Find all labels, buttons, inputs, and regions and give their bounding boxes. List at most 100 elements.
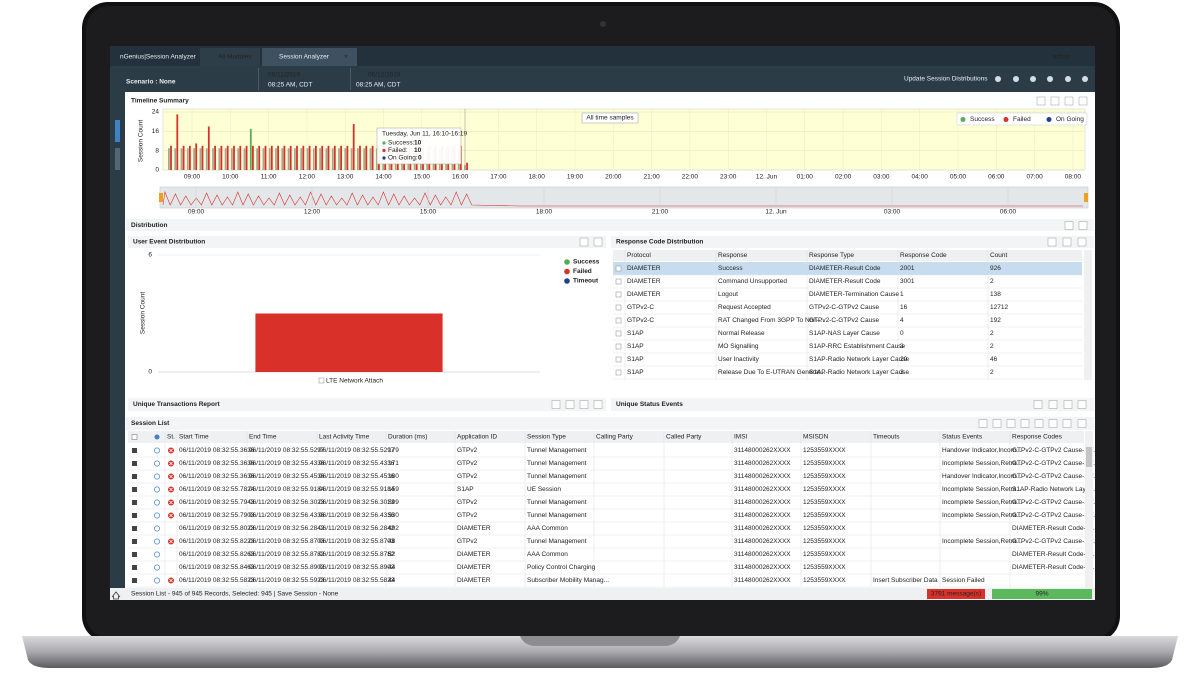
footer-status: Session List - 945 of 945 Records, Selec… [131,591,339,598]
panel-tool[interactable] [593,237,603,247]
panel-tool[interactable] [1033,400,1043,409]
timeline-bar [170,145,172,170]
navigator-label: 15:00 [420,209,437,216]
toolbar-icon[interactable] [1082,76,1088,82]
row-radio[interactable] [154,473,160,480]
tab-session-analyzer[interactable] [262,48,357,66]
x-tick-label: 06:00 [988,174,1005,181]
panel-tool[interactable] [1063,400,1073,409]
list-tool[interactable] [992,419,1002,428]
row-checkbox[interactable] [615,343,622,350]
tab-all-modules[interactable] [200,48,260,66]
row-checkbox[interactable] [615,330,622,337]
panel-tool[interactable] [1036,96,1046,106]
row-radio[interactable] [154,538,160,545]
x-tick-label: 14:00 [375,174,392,181]
toolbar-icon[interactable] [1013,76,1019,82]
table-cell: 06/11/2019 08:32:55.8902 [319,564,395,571]
y-axis-label: Session Count [138,120,145,162]
category-checkbox[interactable] [318,377,325,384]
panel-tool[interactable] [1064,221,1074,230]
panel-tool[interactable] [1078,221,1088,230]
timeline-bar [283,145,286,170]
messages-badge[interactable] [927,589,985,599]
row-checkbox[interactable] [615,304,622,311]
row-radio[interactable] [154,525,160,532]
list-tool[interactable] [1077,419,1087,428]
base-notch [520,636,680,646]
timeline-bar [315,145,317,170]
list-tool[interactable] [1006,419,1016,428]
row-checkbox[interactable] [615,369,622,376]
table-cell: Logout [718,291,738,298]
panel-tool[interactable] [1077,400,1087,409]
x-tick-label: 12:00 [299,174,316,181]
table-cell: GTPv2-C-GTPv2 Cause-16/... [1012,460,1099,467]
header-checkbox[interactable] [131,434,138,440]
panel-tool[interactable] [593,400,603,409]
panel-title: Unique Transactions Report [133,401,221,408]
row-checkbox[interactable] [132,448,137,453]
row-radio[interactable] [154,499,160,506]
toolbar-icon[interactable] [1047,76,1053,82]
table-header [128,431,1084,443]
panel-tool[interactable] [551,400,561,409]
panel-tool[interactable] [565,400,575,409]
table-cell: 138 [990,291,1001,298]
row-checkbox[interactable] [132,474,137,479]
row-radio[interactable] [154,486,160,493]
panel-tool[interactable] [1078,96,1088,106]
panel-title: User Event Distribution [133,239,205,246]
row-checkbox[interactable] [615,278,622,285]
row-checkbox[interactable] [132,552,137,557]
list-tool[interactable] [1048,419,1058,428]
toolbar-icon[interactable] [1030,76,1036,82]
row-radio[interactable] [154,551,160,558]
row-checkbox[interactable] [615,291,622,298]
table-cell: 52 [388,551,396,558]
toolbar-icon[interactable] [995,76,1001,82]
table-cell: Tunnel Management [527,473,587,480]
row-checkbox[interactable] [615,265,622,272]
table-cell: Tunnel Management [527,460,587,467]
home-icon[interactable] [111,591,121,600]
list-tool[interactable] [978,419,988,428]
navigator-label: 12. Jun [765,209,787,216]
table-cell: GTPv2 [457,499,478,506]
panel-tool[interactable] [1077,237,1087,247]
table-cell: 06/11/2019 08:32:55.5297 [319,447,395,454]
end-date: 06/12/2019 [368,72,401,79]
panel-tool[interactable] [579,400,589,409]
row-radio[interactable] [154,512,160,519]
legend-swatch [960,117,966,122]
table-cell: GTPv2-C [627,317,654,324]
row-radio[interactable] [154,460,160,467]
row-checkbox[interactable] [132,539,137,544]
row-checkbox[interactable] [132,513,137,518]
panel-tool[interactable] [579,237,589,247]
row-radio[interactable] [154,447,160,454]
row-checkbox[interactable] [615,317,622,324]
table-cell: 31148000262XXXX [734,460,791,467]
panel-tool[interactable] [1047,237,1057,247]
panel-tool[interactable] [1064,96,1074,106]
x-tick-label: 12. Jun [756,174,778,181]
row-checkbox[interactable] [132,487,137,492]
list-tool[interactable] [1062,419,1072,428]
row-checkbox[interactable] [132,565,137,570]
panel-tool[interactable] [1050,96,1060,106]
list-tool[interactable] [1020,419,1030,428]
row-checkbox[interactable] [132,500,137,505]
legend-swatch [564,268,570,275]
row-checkbox[interactable] [132,578,137,583]
list-tool[interactable] [1034,419,1044,428]
panel-tool[interactable] [1062,237,1072,247]
row-checkbox[interactable] [132,461,137,466]
row-checkbox[interactable] [615,356,622,363]
toolbar-icon[interactable] [1065,76,1071,82]
row-checkbox[interactable] [132,526,137,531]
row-radio[interactable] [154,577,160,584]
panel-tool[interactable] [1048,400,1058,409]
row-radio[interactable] [154,564,160,571]
